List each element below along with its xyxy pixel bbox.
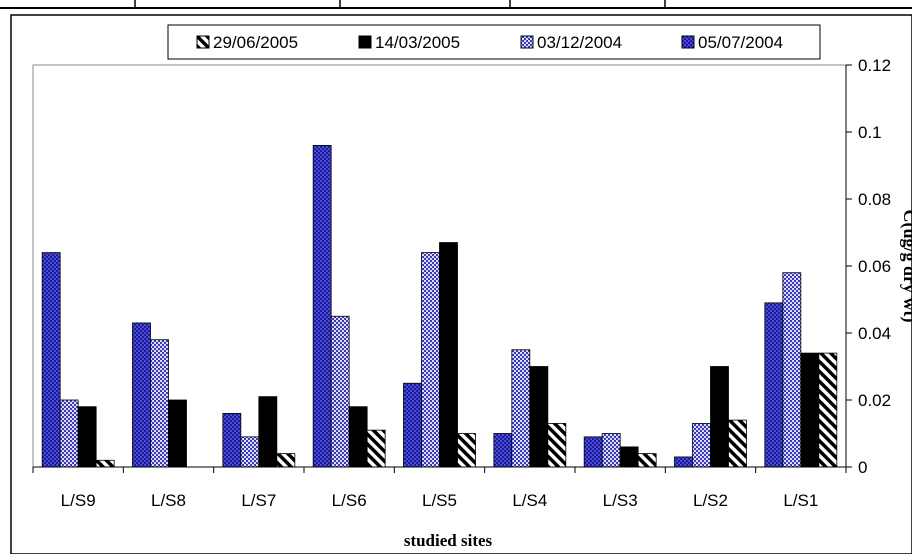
bar-l-s7-14-03-2005	[258, 396, 278, 468]
x-tick-label: L/S5	[422, 491, 457, 510]
legend-label: 14/03/2005	[375, 33, 460, 52]
bar-l-s4-03-12-2004	[511, 349, 531, 468]
legend-label: 29/06/2005	[213, 33, 298, 52]
bar-l-s8-14-03-2005	[168, 399, 187, 468]
bar-l-s5-14-03-2005	[439, 242, 458, 468]
bar-l-s3-14-03-2005	[619, 446, 639, 468]
bar-l-s5-29-06-2005	[457, 433, 476, 468]
bar-l-s4-14-03-2005	[529, 366, 549, 468]
legend-item-03-12-2004: 03/12/2004	[520, 33, 622, 52]
y-tick-label: 0.12	[858, 56, 891, 75]
legend: 29/06/2005 14/03/2005 03/12/2004 05/07/2…	[167, 24, 821, 60]
x-tick-label: L/S6	[332, 491, 367, 510]
y-tick-label: 0.06	[858, 257, 891, 276]
legend-swatch-black	[358, 35, 372, 49]
x-axis-title: studied sites	[404, 531, 493, 550]
legend-swatch-hatch	[196, 35, 210, 49]
chart-frame	[10, 14, 912, 554]
y-tick-label: 0.08	[858, 190, 891, 209]
bar-l-s7-05-07-2004	[222, 412, 242, 468]
bar-l-s6-05-07-2004	[312, 144, 332, 468]
bar-l-s4-29-06-2005	[547, 423, 567, 468]
bar-l-s7-29-06-2005	[276, 453, 296, 468]
x-tick-label: L/S7	[241, 491, 276, 510]
legend-item-29-06-2005: 29/06/2005	[196, 33, 298, 52]
bars-group	[41, 144, 838, 468]
y-tick-label: 0.04	[858, 324, 891, 343]
legend-item-14-03-2005: 14/03/2005	[358, 33, 460, 52]
x-axis-ticks: L/S9 L/S8 L/S7 L/S6 L/S5 L/S4 L/S3 L/S2 L/S1	[32, 467, 847, 510]
y-tick-label: 0.1	[858, 123, 882, 142]
bar-l-s3-05-07-2004	[583, 436, 603, 468]
legend-box	[167, 24, 821, 60]
bar-l-s1-03-12-2004	[782, 272, 802, 468]
legend-label: 05/07/2004	[698, 33, 783, 52]
x-tick-label: L/S1	[783, 491, 818, 510]
y-axis-title: C(ug/g dry wt)	[899, 210, 912, 323]
y-axis-ticks: 0 0.02 0.04 0.06 0.08 0.1 0.12	[846, 56, 891, 477]
top-table-strip	[0, 0, 912, 9]
bar-l-s2-03-12-2004	[692, 423, 711, 468]
y-tick-label: 0.02	[858, 391, 891, 410]
x-tick-label: L/S3	[603, 491, 638, 510]
bar-l-s4-05-07-2004	[493, 433, 513, 468]
legend-swatch-light-blue	[520, 35, 534, 49]
bar-l-s1-29-06-2005	[818, 352, 838, 468]
bar-l-s9-14-03-2005	[77, 406, 97, 468]
bar-l-s2-29-06-2005	[728, 419, 747, 468]
bar-l-s7-03-12-2004	[240, 436, 260, 468]
y-tick-label: 0	[858, 458, 867, 477]
x-tick-label: L/S4	[512, 491, 547, 510]
bar-l-s8-03-12-2004	[150, 339, 169, 468]
bar-l-s5-05-07-2004	[403, 382, 422, 468]
bar-l-s1-14-03-2005	[800, 352, 820, 468]
bar-l-s8-05-07-2004	[132, 322, 151, 468]
x-tick-label: L/S9	[61, 491, 96, 510]
legend-label: 03/12/2004	[537, 33, 622, 52]
bar-l-s2-05-07-2004	[674, 456, 693, 468]
x-tick-label: L/S8	[151, 491, 186, 510]
legend-item-05-07-2004: 05/07/2004	[681, 33, 783, 52]
bar-l-s6-14-03-2005	[348, 406, 368, 468]
bar-l-s9-05-07-2004	[41, 252, 61, 468]
legend-swatch-dark-blue	[681, 35, 695, 49]
bar-l-s9-29-06-2005	[95, 459, 115, 468]
bar-l-s5-03-12-2004	[421, 252, 440, 468]
bar-l-s2-14-03-2005	[710, 366, 729, 468]
bar-l-s3-03-12-2004	[601, 433, 621, 468]
bar-l-s9-03-12-2004	[59, 399, 79, 468]
bar-l-s6-29-06-2005	[366, 429, 386, 468]
x-tick-label: L/S2	[693, 491, 728, 510]
bar-l-s6-03-12-2004	[330, 315, 350, 468]
bar-l-s1-05-07-2004	[764, 302, 784, 468]
bar-l-s3-29-06-2005	[637, 453, 657, 468]
